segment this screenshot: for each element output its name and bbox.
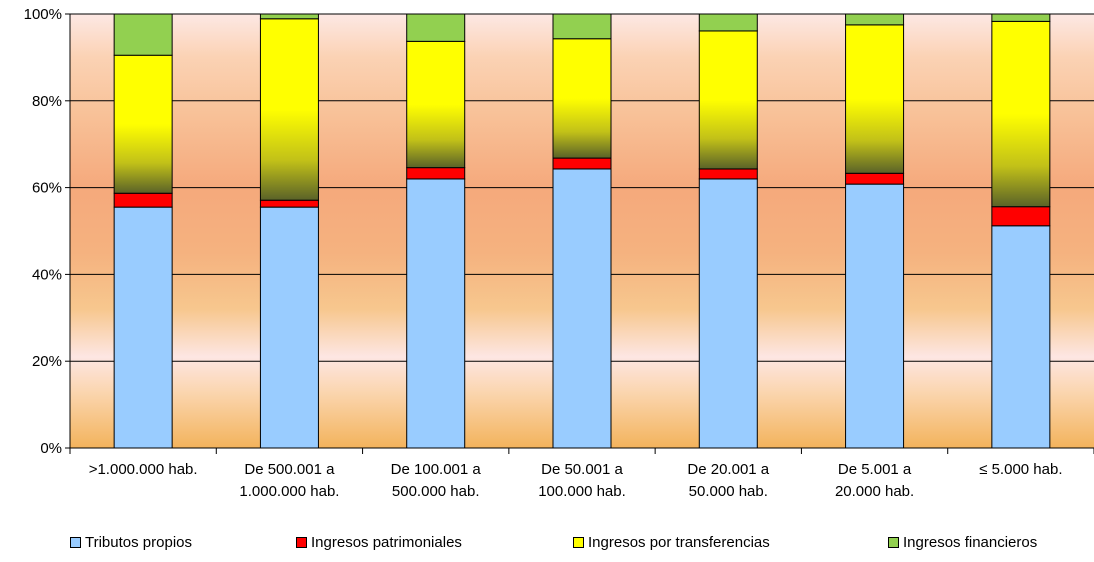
- bar-segment: [845, 183, 905, 449]
- bar-segment: [552, 157, 612, 170]
- legend-item: Tributos propios: [70, 534, 192, 551]
- legend-label: Ingresos patrimoniales: [311, 534, 462, 551]
- bar-segment: [259, 199, 319, 208]
- y-tick-label: 0%: [40, 440, 62, 457]
- x-tick-label: De 100.001 a: [391, 461, 482, 478]
- bar-segment: [113, 54, 173, 194]
- bar-segment: [991, 206, 1051, 227]
- x-tick-label: 50.000 hab.: [689, 483, 768, 500]
- legend-swatch: [888, 537, 899, 548]
- y-tick-label: 40%: [32, 266, 62, 283]
- y-tick-label: 60%: [32, 180, 62, 197]
- legend-label: Ingresos por transferencias: [588, 534, 770, 551]
- bar-segment: [113, 13, 173, 56]
- bar-segment: [845, 172, 905, 185]
- bar-segment: [113, 192, 173, 208]
- legend-swatch: [70, 537, 81, 548]
- bar-segment: [552, 168, 612, 449]
- bar-segment: [991, 20, 1051, 208]
- legend-label: Ingresos financieros: [903, 534, 1038, 551]
- legend-swatch: [573, 537, 584, 548]
- bar-segment: [845, 13, 905, 26]
- x-tick-label: 100.000 hab.: [538, 483, 626, 500]
- x-tick-label: >1.000.000 hab.: [89, 461, 198, 478]
- legend-swatch: [296, 537, 307, 548]
- bar-segment: [259, 206, 319, 449]
- y-tick-label: 80%: [32, 93, 62, 110]
- bar-segment: [991, 225, 1051, 449]
- bar-segment: [406, 178, 466, 449]
- chart-plot: 0% 20% 40% 60% 80% 100% >1.000.000 hab. De 500.…: [24, 6, 1094, 500]
- x-tick-label: De 5.001 a: [838, 461, 912, 478]
- bar-segment: [552, 13, 612, 40]
- x-tick-label: 1.000.000 hab.: [239, 483, 339, 500]
- bar-segment: [698, 13, 758, 32]
- bar-segment: [406, 13, 466, 42]
- x-tick-label: 500.000 hab.: [392, 483, 480, 500]
- bar-segment: [698, 178, 758, 449]
- chart-legend: Tributos propios Ingresos patrimoniales In…: [0, 534, 1094, 562]
- x-tick-label: De 20.001 a: [687, 461, 769, 478]
- x-tick-label: ≤ 5.000 hab.: [979, 461, 1062, 478]
- bar-segment: [698, 30, 758, 170]
- bar-segment: [259, 18, 319, 201]
- bar-segment: [991, 13, 1051, 22]
- bar-segment: [698, 168, 758, 180]
- bar-segment: [406, 40, 466, 169]
- x-tick-label: De 500.001 a: [244, 461, 335, 478]
- bar-segment: [259, 13, 319, 20]
- legend-item: Ingresos financieros: [888, 534, 1037, 551]
- y-tick-label: 20%: [32, 353, 62, 370]
- bar-segment: [113, 206, 173, 449]
- legend-label: Tributos propios: [85, 534, 192, 551]
- bar-segment: [552, 38, 612, 159]
- legend-item: Ingresos patrimoniales: [296, 534, 462, 551]
- y-tick-label: 100%: [24, 6, 62, 23]
- x-tick-label: De 50.001 a: [541, 461, 623, 478]
- legend-item: Ingresos por transferencias: [573, 534, 770, 551]
- bar-segment: [845, 24, 905, 174]
- bar-segment: [406, 167, 466, 180]
- x-tick-label: 20.000 hab.: [835, 483, 914, 500]
